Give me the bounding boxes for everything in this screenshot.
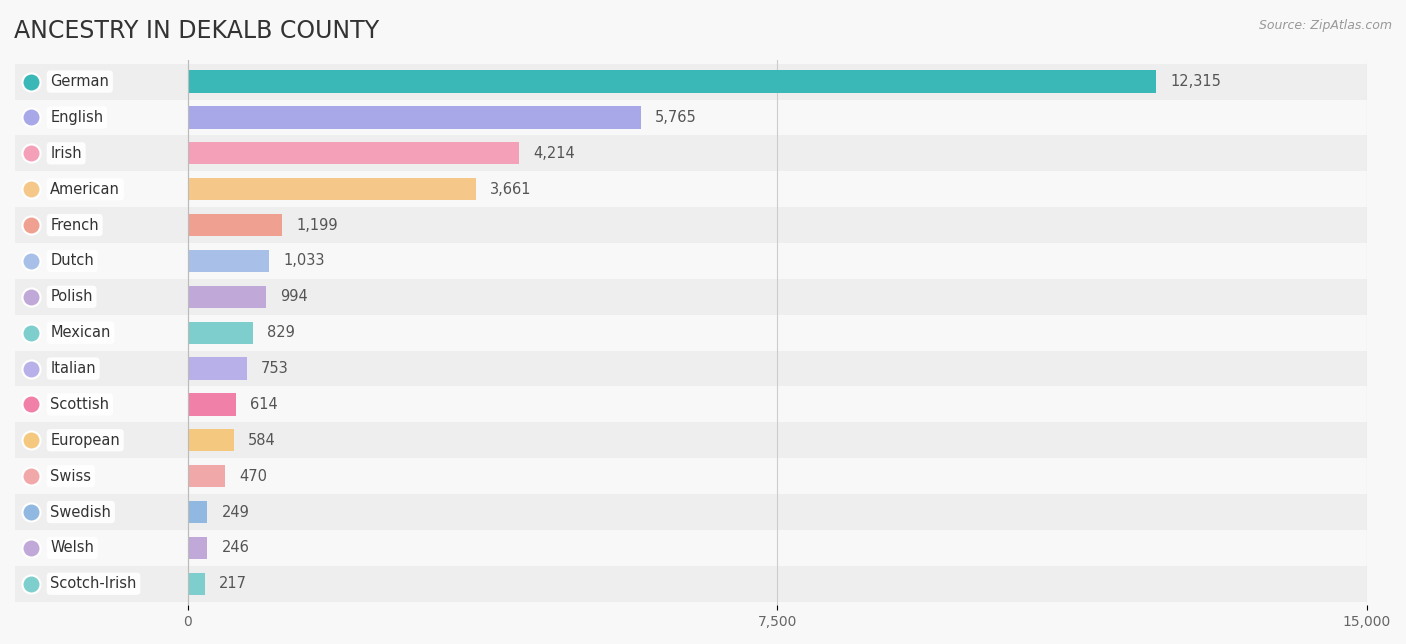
Bar — [188, 494, 1367, 530]
Text: American: American — [51, 182, 121, 196]
Bar — [15, 100, 188, 135]
Text: German: German — [51, 74, 110, 89]
Bar — [15, 315, 188, 350]
Bar — [188, 573, 205, 595]
Bar — [188, 429, 233, 451]
Text: Italian: Italian — [51, 361, 96, 376]
Bar — [188, 530, 1367, 566]
Bar — [188, 142, 519, 164]
Bar — [15, 135, 188, 171]
Text: Scotch-Irish: Scotch-Irish — [51, 576, 136, 591]
Bar — [188, 501, 208, 523]
Bar — [188, 106, 641, 129]
Text: 584: 584 — [247, 433, 276, 448]
Bar — [188, 422, 1367, 459]
Text: 3,661: 3,661 — [489, 182, 531, 196]
Bar — [15, 171, 188, 207]
Bar — [188, 171, 1367, 207]
Text: Source: ZipAtlas.com: Source: ZipAtlas.com — [1258, 19, 1392, 32]
Text: 753: 753 — [262, 361, 290, 376]
Bar — [15, 64, 188, 100]
Text: 470: 470 — [239, 469, 267, 484]
Text: 12,315: 12,315 — [1170, 74, 1220, 89]
Bar — [15, 350, 188, 386]
Bar — [15, 279, 188, 315]
Bar — [188, 350, 1367, 386]
Text: Scottish: Scottish — [51, 397, 110, 412]
Bar — [188, 286, 266, 308]
Bar — [188, 386, 1367, 422]
Bar — [188, 315, 1367, 350]
Text: English: English — [51, 110, 104, 125]
Bar — [188, 566, 1367, 601]
Text: 1,033: 1,033 — [283, 254, 325, 269]
Text: Welsh: Welsh — [51, 540, 94, 555]
Bar — [15, 386, 188, 422]
Bar — [188, 135, 1367, 171]
Bar — [188, 100, 1367, 135]
Bar — [188, 250, 269, 272]
Text: 829: 829 — [267, 325, 295, 340]
Bar — [188, 64, 1367, 100]
Text: 246: 246 — [221, 540, 249, 555]
Text: Swiss: Swiss — [51, 469, 91, 484]
Bar — [188, 459, 1367, 494]
Bar — [15, 566, 188, 601]
Text: European: European — [51, 433, 120, 448]
Text: French: French — [51, 218, 98, 232]
Bar — [188, 357, 247, 380]
Bar — [188, 393, 236, 415]
Bar — [188, 465, 225, 488]
Bar — [188, 214, 283, 236]
Text: 614: 614 — [250, 397, 278, 412]
Bar — [188, 279, 1367, 315]
Bar — [15, 459, 188, 494]
Bar — [15, 530, 188, 566]
Text: Polish: Polish — [51, 289, 93, 305]
Bar — [188, 207, 1367, 243]
Text: 217: 217 — [219, 576, 247, 591]
Text: ANCESTRY IN DEKALB COUNTY: ANCESTRY IN DEKALB COUNTY — [14, 19, 380, 43]
Text: Swedish: Swedish — [51, 504, 111, 520]
Bar — [188, 70, 1156, 93]
Text: Irish: Irish — [51, 146, 82, 161]
Text: 5,765: 5,765 — [655, 110, 697, 125]
Text: 249: 249 — [222, 504, 249, 520]
Text: Mexican: Mexican — [51, 325, 111, 340]
Bar — [15, 494, 188, 530]
Bar — [15, 422, 188, 459]
Bar — [188, 536, 207, 559]
Bar — [15, 207, 188, 243]
Bar — [188, 243, 1367, 279]
Bar — [15, 243, 188, 279]
Text: 4,214: 4,214 — [533, 146, 575, 161]
Text: 994: 994 — [280, 289, 308, 305]
Text: Dutch: Dutch — [51, 254, 94, 269]
Bar — [188, 321, 253, 344]
Text: 1,199: 1,199 — [297, 218, 337, 232]
Bar — [188, 178, 475, 200]
